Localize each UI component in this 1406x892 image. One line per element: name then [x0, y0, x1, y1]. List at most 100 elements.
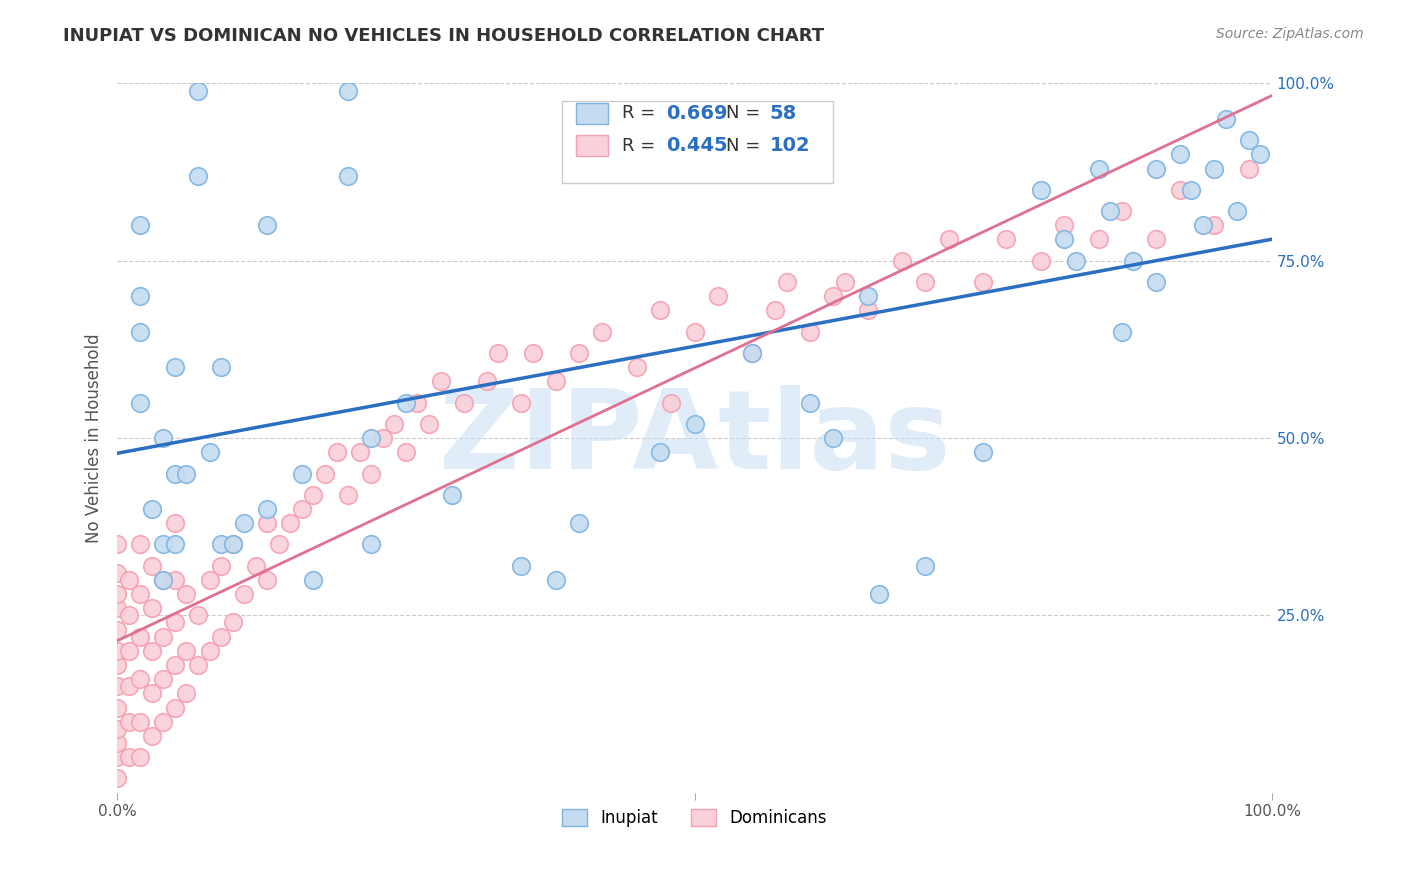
Point [118, 750, 141, 764]
Point [823, 289, 845, 303]
Point [209, 558, 232, 573]
Point [291, 502, 314, 516]
Point [1122, 253, 1144, 268]
Point [1215, 112, 1237, 126]
Point [1144, 275, 1167, 289]
Point [245, 558, 267, 573]
Point [868, 587, 890, 601]
Text: N =: N = [725, 104, 766, 122]
Point [152, 573, 174, 587]
Point [163, 615, 186, 630]
Point [291, 467, 314, 481]
Point [453, 395, 475, 409]
Point [176, 644, 198, 658]
Point [360, 467, 382, 481]
Point [152, 431, 174, 445]
Point [163, 658, 186, 673]
Point [152, 630, 174, 644]
Point [105, 644, 128, 658]
Point [510, 558, 533, 573]
Point [129, 750, 152, 764]
Point [1144, 232, 1167, 246]
Point [349, 445, 371, 459]
Point [163, 360, 186, 375]
Point [1053, 232, 1076, 246]
Point [141, 729, 163, 743]
Point [152, 537, 174, 551]
Point [544, 374, 567, 388]
Point [198, 573, 221, 587]
Point [129, 325, 152, 339]
Point [233, 587, 256, 601]
Point [163, 516, 186, 530]
Point [1144, 161, 1167, 176]
Point [441, 488, 464, 502]
Point [314, 467, 336, 481]
Point [938, 232, 960, 246]
Point [256, 219, 278, 233]
Point [105, 679, 128, 693]
Text: 102: 102 [769, 136, 810, 155]
Point [118, 679, 141, 693]
Point [1204, 219, 1226, 233]
Point [163, 467, 186, 481]
Point [337, 83, 360, 97]
Point [141, 644, 163, 658]
Point [233, 516, 256, 530]
Point [1111, 325, 1133, 339]
Point [763, 303, 786, 318]
Point [209, 360, 232, 375]
Point [105, 587, 128, 601]
Point [105, 700, 128, 714]
Point [129, 672, 152, 686]
Point [129, 714, 152, 729]
Point [1053, 219, 1076, 233]
Point [1191, 219, 1213, 233]
Point [141, 558, 163, 573]
Point [776, 275, 799, 289]
Point [799, 395, 821, 409]
Point [163, 537, 186, 551]
Text: 58: 58 [769, 103, 797, 123]
Point [1237, 161, 1260, 176]
Point [118, 573, 141, 587]
Point [360, 431, 382, 445]
Point [1249, 147, 1271, 161]
Point [152, 672, 174, 686]
Point [337, 488, 360, 502]
Point [1237, 133, 1260, 147]
Point [418, 417, 440, 431]
Point [856, 303, 879, 318]
Point [406, 395, 429, 409]
Point [105, 772, 128, 786]
Point [302, 488, 325, 502]
Point [995, 232, 1018, 246]
Point [118, 714, 141, 729]
Point [209, 537, 232, 551]
Point [510, 395, 533, 409]
Point [395, 395, 418, 409]
Point [256, 502, 278, 516]
Point [486, 346, 509, 360]
Point [163, 700, 186, 714]
Point [1180, 183, 1202, 197]
Point [129, 587, 152, 601]
Point [129, 395, 152, 409]
Point [591, 325, 613, 339]
Point [648, 303, 671, 318]
Point [429, 374, 451, 388]
Point [741, 346, 763, 360]
Point [1087, 161, 1109, 176]
Point [267, 537, 290, 551]
Text: 0.669: 0.669 [665, 103, 727, 123]
Point [972, 445, 994, 459]
Point [325, 445, 347, 459]
Point [706, 289, 728, 303]
Text: Source: ZipAtlas.com: Source: ZipAtlas.com [1216, 27, 1364, 41]
Point [176, 587, 198, 601]
Point [105, 601, 128, 615]
Point [141, 502, 163, 516]
Point [1087, 232, 1109, 246]
Text: INUPIAT VS DOMINICAN NO VEHICLES IN HOUSEHOLD CORRELATION CHART: INUPIAT VS DOMINICAN NO VEHICLES IN HOUS… [63, 27, 824, 45]
Point [568, 346, 591, 360]
